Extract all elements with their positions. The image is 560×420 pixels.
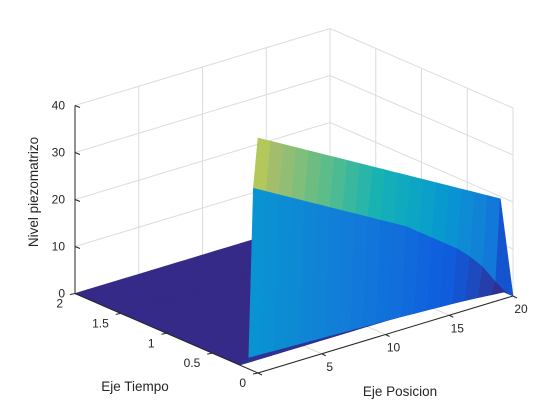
z-tick-1: [74, 246, 81, 249]
z-tick-label-3: 30: [52, 146, 66, 160]
z-tick-label-1: 10: [52, 240, 66, 254]
x-tick-label-3: 15: [451, 321, 465, 335]
x-tick-label-2: 10: [387, 341, 401, 355]
x-tick-4: [512, 295, 518, 299]
y-tick-3: [115, 312, 121, 315]
z-tick-4: [74, 105, 81, 108]
x-axis-title: Eje Posicion: [363, 384, 437, 399]
y-tick-0: [252, 372, 259, 375]
surface-layer: [74, 137, 514, 366]
y-tick-label-4: 2: [56, 297, 63, 311]
z-tick-0: [74, 293, 81, 296]
grid-z-3: [74, 74, 514, 156]
y-tick-label-1: 0.5: [184, 356, 201, 370]
y-tick-2: [161, 332, 167, 335]
z-tick-label-2: 20: [52, 193, 66, 207]
z-tick-label-0: 0: [58, 287, 65, 301]
x-tick-label-1: 5: [326, 360, 333, 374]
y-tick-1: [207, 352, 213, 355]
x-tick-2: [385, 334, 390, 337]
x-tick-label-4: 20: [514, 302, 528, 316]
z-tick-3: [74, 152, 81, 155]
z-tick-label-4: 40: [52, 99, 66, 113]
y-axis-title: Eje Tiempo: [101, 379, 169, 394]
z-tick-2: [74, 199, 81, 202]
grid-z-2: [74, 121, 514, 203]
surface-patch-0-19: [495, 198, 514, 297]
x-tick-1: [321, 353, 326, 357]
grid-z-4: [74, 27, 514, 109]
x-tick-0: [257, 372, 263, 376]
y-tick-4: [69, 293, 76, 295]
x-tick-3: [449, 314, 454, 318]
y-tick-label-2: 1: [148, 336, 155, 350]
y-tick-label-3: 1.5: [92, 316, 109, 330]
z-axis-title: Nivel piezomatrizo: [26, 137, 41, 247]
y-tick-label-0: 0: [239, 376, 246, 390]
